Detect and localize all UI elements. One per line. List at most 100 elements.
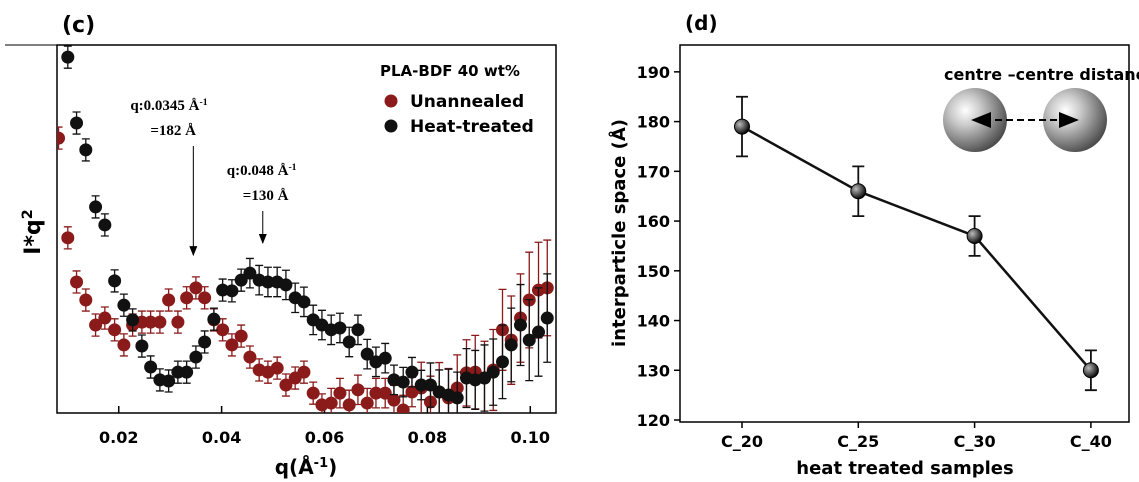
annotation: q:0.0345 Å-1 bbox=[130, 97, 207, 115]
data-point bbox=[342, 398, 356, 412]
x-tick-label: C_20 bbox=[721, 432, 763, 451]
inset bbox=[943, 88, 1107, 152]
data-point bbox=[351, 383, 365, 397]
superscript: -1 bbox=[314, 456, 328, 471]
x-tick-label: C_25 bbox=[837, 432, 879, 451]
data-point bbox=[450, 391, 464, 405]
data-point bbox=[532, 325, 546, 339]
y-tick-label: 130 bbox=[637, 361, 670, 380]
data-point bbox=[514, 318, 528, 332]
inset-label: centre –centre distance bbox=[944, 65, 1139, 84]
data-point bbox=[734, 118, 750, 135]
y-axis-label: I*q2 bbox=[20, 209, 46, 254]
data-point bbox=[216, 283, 230, 297]
data-point bbox=[396, 375, 410, 389]
superscript: -1 bbox=[199, 97, 207, 108]
y-tick-label: 120 bbox=[637, 411, 670, 430]
data-point bbox=[234, 273, 248, 287]
y-tick-label: 160 bbox=[637, 212, 670, 231]
y-tick-label: 190 bbox=[637, 63, 670, 82]
data-point bbox=[61, 231, 75, 245]
data-point bbox=[79, 293, 93, 307]
data-point bbox=[387, 393, 401, 407]
data-point bbox=[153, 315, 167, 329]
data-point bbox=[504, 338, 518, 352]
x-tick-label: C_30 bbox=[954, 432, 996, 451]
data-point bbox=[79, 143, 93, 157]
data-point bbox=[98, 311, 112, 325]
data-point bbox=[405, 365, 419, 379]
data-line bbox=[741, 125, 1092, 372]
data-point bbox=[198, 291, 212, 305]
text-part: I*q bbox=[21, 219, 46, 254]
data-point bbox=[378, 351, 392, 365]
data-point bbox=[234, 329, 248, 343]
x-axis-label: q(Å-1) bbox=[275, 455, 338, 479]
data-point bbox=[225, 284, 239, 298]
data-point bbox=[1082, 362, 1099, 379]
data-point bbox=[70, 116, 84, 130]
data-point bbox=[171, 315, 185, 329]
data-point bbox=[261, 275, 275, 289]
x-tick-label: 0.02 bbox=[99, 428, 138, 447]
data-point bbox=[98, 218, 112, 232]
data-point bbox=[108, 323, 122, 337]
x-tick-label: 0.10 bbox=[511, 428, 550, 447]
plot-frame bbox=[679, 44, 1130, 423]
panel-label: (c) bbox=[62, 13, 95, 38]
panel-label: (d) bbox=[685, 11, 718, 35]
x-tick-label: C_40 bbox=[1070, 432, 1112, 451]
superscript: 2 bbox=[20, 209, 36, 219]
data-point bbox=[333, 386, 347, 400]
data-point bbox=[216, 323, 230, 337]
data-point bbox=[297, 295, 311, 309]
y-tick-label: 140 bbox=[637, 312, 670, 331]
data-point bbox=[966, 227, 983, 244]
annotation-value: =130 Å bbox=[243, 188, 289, 204]
data-point bbox=[108, 274, 122, 288]
data-point bbox=[270, 361, 284, 375]
text-part: ) bbox=[328, 455, 337, 479]
data-point bbox=[279, 278, 293, 292]
data-point bbox=[495, 355, 509, 369]
text-part: q(Å bbox=[275, 455, 314, 479]
legend-title: PLA-BDF 40 wt% bbox=[380, 62, 520, 80]
superscript: -1 bbox=[288, 162, 296, 173]
y-axis-label: interparticle space (Å) bbox=[607, 119, 630, 347]
data-point bbox=[396, 403, 410, 413]
data-point bbox=[117, 338, 131, 352]
data-point bbox=[89, 318, 103, 332]
plot-frame bbox=[56, 44, 557, 414]
data-point bbox=[423, 378, 437, 392]
data-point bbox=[333, 321, 347, 335]
data-point bbox=[126, 313, 140, 327]
x-tick-label: 0.04 bbox=[202, 428, 241, 447]
data-point bbox=[342, 335, 356, 349]
data-point bbox=[850, 183, 867, 200]
data-point bbox=[180, 365, 194, 379]
data-point bbox=[279, 378, 293, 392]
legend-label: Heat-treated bbox=[410, 117, 534, 137]
plot-area bbox=[57, 45, 554, 413]
y-tick-label: 170 bbox=[637, 162, 670, 181]
data-point bbox=[117, 298, 131, 312]
text-part: q:0.048 Å bbox=[227, 163, 289, 179]
data-point bbox=[162, 374, 176, 388]
data-point bbox=[225, 338, 239, 352]
data-point bbox=[360, 347, 374, 361]
text-part: q:0.0345 Å bbox=[130, 98, 199, 114]
data-point bbox=[70, 275, 84, 289]
data-point bbox=[351, 323, 365, 337]
data-point bbox=[61, 50, 75, 64]
data-point bbox=[189, 350, 203, 364]
legend-marker bbox=[384, 119, 398, 133]
data-point bbox=[378, 386, 392, 400]
x-tick-label: 0.08 bbox=[408, 428, 447, 447]
legend-marker bbox=[384, 94, 398, 108]
data-point bbox=[540, 311, 554, 325]
data-point bbox=[243, 266, 257, 280]
y-tick-label: 180 bbox=[637, 113, 670, 132]
data-point bbox=[144, 360, 158, 374]
data-point bbox=[57, 131, 66, 145]
